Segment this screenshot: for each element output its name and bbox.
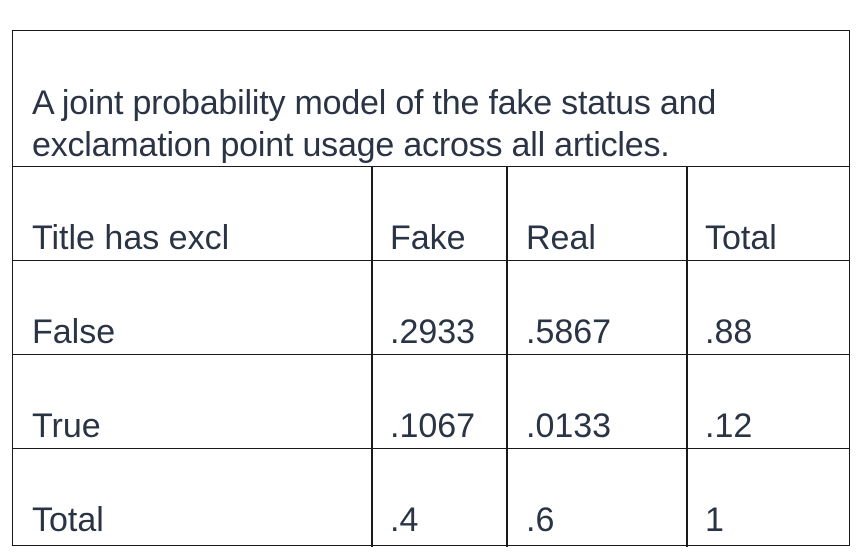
table-row: True .1067 .0133 .12 [13,355,849,449]
probability-table: A joint probability model of the fake st… [12,30,850,547]
cell-fake: .1067 [390,407,476,445]
row-label: False [32,313,116,351]
cell-fake: .2933 [390,313,476,351]
cell-fake: .4 [390,501,419,539]
cell-real: .5867 [526,313,612,351]
table-header-row: Title has excl Fake Real Total [13,167,849,261]
cell-total: 1 [705,501,724,539]
table-row: False .2933 .5867 .88 [13,261,849,355]
column-divider [371,167,373,547]
table-caption: A joint probability model of the fake st… [13,31,849,167]
cell-real: .6 [526,501,555,539]
column-divider [686,167,688,547]
table-row: Total .4 .6 1 [13,449,849,547]
header-fake: Fake [390,219,466,257]
column-divider [506,167,508,547]
header-real: Real [526,219,596,257]
header-title-has-excl: Title has excl [32,219,230,257]
cell-total: .88 [705,313,753,351]
cell-real: .0133 [526,407,612,445]
header-total: Total [705,219,777,257]
row-label: Total [32,501,104,539]
cell-total: .12 [705,407,753,445]
table-grid: Title has excl Fake Real Total False .29… [13,167,849,547]
row-label: True [32,407,101,445]
